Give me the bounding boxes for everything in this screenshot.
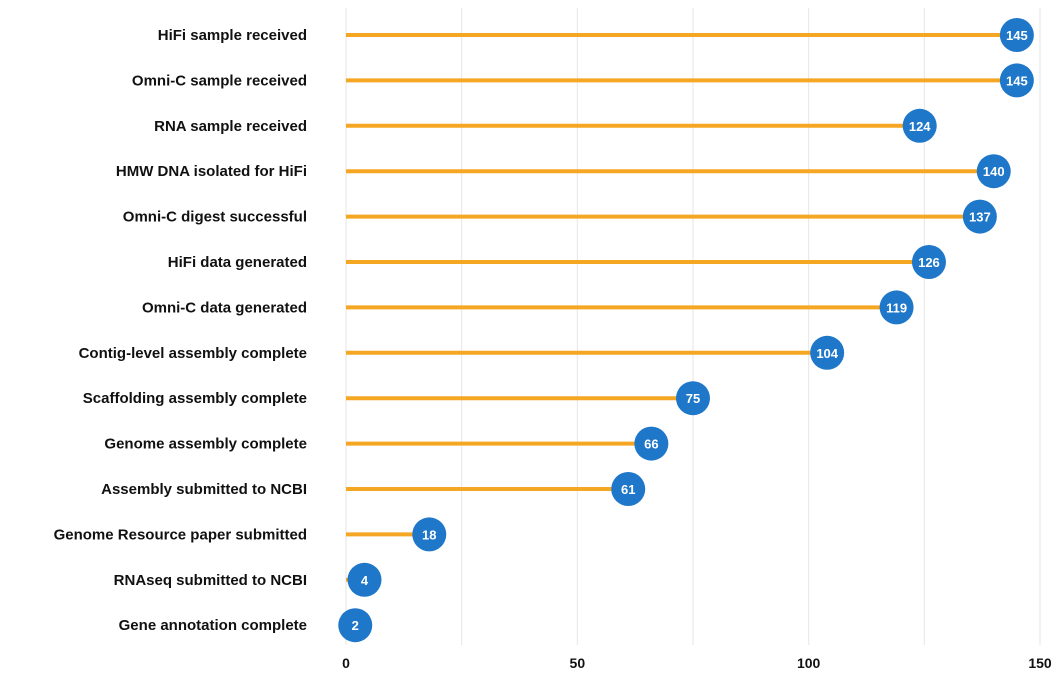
category-label: HiFi sample received bbox=[158, 27, 307, 44]
category-label: HMW DNA isolated for HiFi bbox=[116, 163, 307, 180]
lollipop-marker bbox=[999, 63, 1034, 98]
category-label: RNA sample received bbox=[154, 118, 307, 135]
lollipop-marker bbox=[902, 108, 937, 143]
category-label: RNAseq submitted to NCBI bbox=[114, 572, 307, 589]
lollipop-marker bbox=[412, 517, 447, 552]
x-tick-label: 100 bbox=[797, 655, 821, 671]
value-label: 145 bbox=[1006, 28, 1028, 43]
value-label: 145 bbox=[1006, 73, 1028, 88]
category-label: Genome Resource paper submitted bbox=[54, 526, 307, 543]
value-label: 18 bbox=[422, 527, 436, 542]
value-label: 104 bbox=[816, 346, 838, 361]
lollipop-marker bbox=[999, 18, 1034, 52]
value-label: 126 bbox=[918, 255, 940, 270]
category-label: Gene annotation complete bbox=[119, 617, 307, 634]
lollipop-marker bbox=[611, 472, 646, 506]
x-tick-label: 150 bbox=[1028, 655, 1052, 671]
lollipop-marker bbox=[810, 335, 845, 370]
category-label: Scaffolding assembly complete bbox=[83, 390, 307, 407]
lollipop-marker bbox=[338, 608, 373, 643]
x-tick-label: 0 bbox=[342, 655, 350, 671]
value-label: 61 bbox=[621, 482, 635, 497]
x-tick-label: 50 bbox=[570, 655, 586, 671]
lollipop-marker bbox=[634, 426, 669, 461]
value-label: 124 bbox=[909, 119, 931, 134]
category-label: Omni-C data generated bbox=[142, 299, 307, 316]
value-label: 2 bbox=[352, 618, 359, 633]
lollipop-marker bbox=[976, 154, 1011, 189]
lollipop-marker bbox=[911, 245, 946, 279]
category-label: HiFi data generated bbox=[168, 254, 307, 271]
value-label: 119 bbox=[886, 300, 907, 315]
value-label: 140 bbox=[983, 164, 1005, 179]
category-label: Omni-C digest successful bbox=[123, 209, 307, 226]
lollipop-marker bbox=[962, 199, 997, 234]
value-label: 66 bbox=[644, 437, 658, 452]
value-label: 137 bbox=[969, 210, 991, 225]
category-label: Contig-level assembly complete bbox=[79, 345, 307, 362]
category-label: Assembly submitted to NCBI bbox=[101, 481, 307, 498]
lollipop-marker bbox=[676, 381, 710, 416]
value-label: 4 bbox=[361, 573, 369, 588]
value-label: 75 bbox=[686, 391, 700, 406]
lollipop-marker bbox=[347, 562, 382, 597]
lollipop-marker bbox=[879, 290, 914, 325]
category-label: Genome assembly complete bbox=[104, 436, 307, 453]
category-label: Omni-C sample received bbox=[132, 72, 307, 89]
